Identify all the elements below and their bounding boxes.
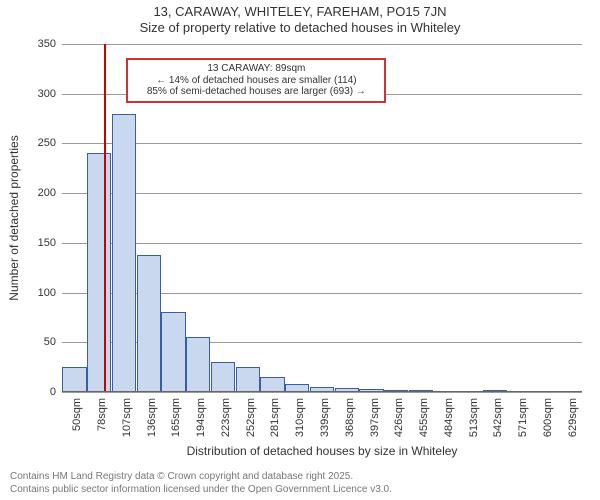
chart-title-block: 13, CARAWAY, WHITELEY, FAREHAM, PO15 7JN… — [0, 0, 600, 37]
histogram-chart: 13, CARAWAY, WHITELEY, FAREHAM, PO15 7JN… — [0, 0, 600, 500]
histogram-bar — [112, 114, 136, 392]
footer-attribution: Contains HM Land Registry data © Crown c… — [10, 471, 392, 496]
x-tick-label: 397sqm — [369, 398, 381, 437]
y-tick-label: 100 — [38, 287, 62, 299]
gridline — [62, 243, 582, 244]
x-tick-label: 223sqm — [220, 398, 232, 437]
y-tick-label: 50 — [44, 336, 62, 348]
x-tick-label: 368sqm — [344, 398, 356, 437]
x-tick-label: 339sqm — [319, 398, 331, 437]
x-tick-label: 310sqm — [294, 398, 306, 437]
y-axis-label: Number of detached properties — [7, 135, 21, 300]
histogram-bar — [62, 367, 86, 392]
gridline — [62, 44, 582, 45]
histogram-bar — [161, 312, 185, 392]
x-tick-label: 50sqm — [71, 398, 83, 431]
x-tick-label: 136sqm — [146, 398, 158, 437]
y-tick-label: 250 — [38, 137, 62, 149]
subject-property-marker-line — [104, 44, 106, 392]
gridline — [62, 143, 582, 144]
gridline — [62, 193, 582, 194]
histogram-bar — [137, 255, 161, 392]
annotation-box: 13 CARAWAY: 89sqm ← 14% of detached hous… — [126, 58, 386, 103]
histogram-bar — [236, 367, 260, 392]
x-tick-label: 542sqm — [492, 398, 504, 437]
x-tick-label: 252sqm — [245, 398, 257, 437]
footer-line: Contains public sector information licen… — [10, 484, 392, 497]
x-tick-label: 600sqm — [542, 398, 554, 437]
chart-title-line1: 13, CARAWAY, WHITELEY, FAREHAM, PO15 7JN — [0, 4, 600, 20]
x-tick-label: 107sqm — [121, 398, 133, 437]
y-tick-label: 200 — [38, 187, 62, 199]
chart-title-line2: Size of property relative to detached ho… — [0, 20, 600, 36]
x-tick-label: 194sqm — [195, 398, 207, 437]
x-tick-label: 484sqm — [443, 398, 455, 437]
histogram-bar — [260, 377, 284, 392]
x-tick-label: 629sqm — [567, 398, 579, 437]
annotation-line: ← 14% of detached houses are smaller (11… — [134, 75, 378, 87]
gridline — [62, 392, 582, 393]
plot-area: 05010015020025030035050sqm78sqm107sqm136… — [62, 44, 582, 392]
x-axis-baseline — [62, 391, 582, 392]
x-tick-label: 165sqm — [170, 398, 182, 437]
x-tick-label: 426sqm — [393, 398, 405, 437]
histogram-bar — [87, 153, 111, 392]
y-tick-label: 0 — [50, 386, 62, 398]
x-tick-label: 281sqm — [269, 398, 281, 437]
x-tick-label: 455sqm — [418, 398, 430, 437]
histogram-bar — [211, 362, 235, 392]
y-tick-label: 150 — [38, 237, 62, 249]
annotation-line: 13 CARAWAY: 89sqm — [134, 63, 378, 75]
y-tick-label: 350 — [38, 38, 62, 50]
footer-line: Contains HM Land Registry data © Crown c… — [10, 471, 392, 484]
x-axis-label: Distribution of detached houses by size … — [62, 444, 582, 458]
annotation-line: 85% of semi-detached houses are larger (… — [134, 86, 378, 98]
x-tick-label: 78sqm — [96, 398, 108, 431]
histogram-bar — [186, 337, 210, 392]
x-tick-label: 513sqm — [468, 398, 480, 437]
y-tick-label: 300 — [38, 88, 62, 100]
x-tick-label: 571sqm — [517, 398, 529, 437]
